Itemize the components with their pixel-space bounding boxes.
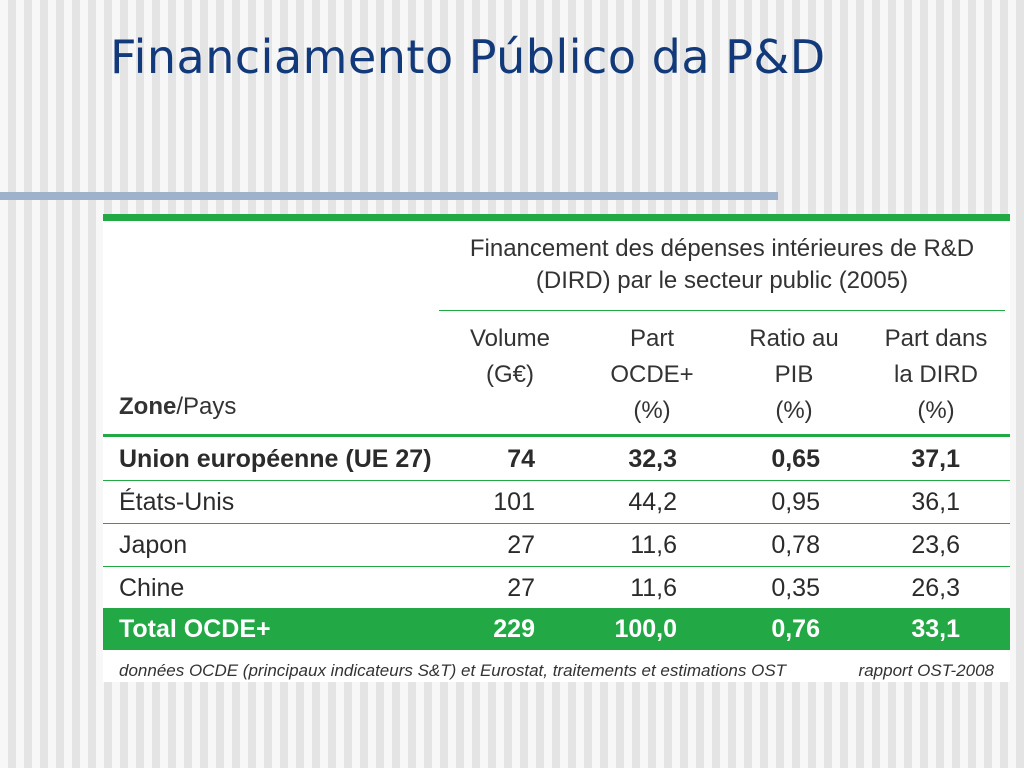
table-row: États-Unis 101 44,2 0,95 36,1 (103, 481, 1010, 523)
col-header-part-dird-line-2: la DIRD (893, 361, 978, 388)
cell-ratio-pib: 0,76 (771, 615, 820, 643)
row-label: Union européenne (UE 27) (119, 445, 432, 473)
row-divider (103, 480, 1010, 481)
col-header-part-ocde-line-1: Part (629, 325, 674, 352)
dird-table: Financement des dépenses intérieures de … (103, 214, 1010, 682)
col-header-ratio-pib-line-1: Ratio au (749, 325, 839, 352)
cell-ratio-pib: 0,78 (771, 531, 820, 559)
col-header-ratio-pib-line-3: (%) (775, 397, 813, 424)
cell-part-ocde: 11,6 (630, 531, 677, 559)
cell-part-ocde: 32,3 (628, 445, 677, 473)
col-header-volume-line-2: (G€) (486, 361, 534, 388)
report-note: rapport OST-2008 (858, 661, 994, 680)
cell-part-dird: 36,1 (911, 488, 960, 516)
col-header-ratio-pib-line-2: PIB (774, 361, 814, 388)
cell-part-dird: 23,6 (911, 531, 960, 559)
source-note: données OCDE (principaux indicateurs S&T… (119, 661, 787, 680)
table-row: Chine 27 11,6 0,35 26,3 (103, 567, 1010, 609)
cell-ratio-pib: 0,35 (771, 574, 820, 602)
group-header: Financement des dépenses intérieures de … (439, 233, 1005, 297)
cell-volume: 27 (507, 531, 535, 559)
row-divider (103, 566, 1010, 567)
zone-header-rest: /Pays (176, 393, 237, 420)
cell-ratio-pib: 0,65 (771, 445, 820, 473)
cell-part-dird: 26,3 (911, 574, 960, 602)
cell-ratio-pib: 0,95 (771, 488, 820, 516)
table-row: Union européenne (UE 27) 74 32,3 0,65 37… (103, 438, 1010, 480)
slide-title: Financiamento Público da P&D (110, 30, 826, 84)
col-header-part-ocde-line-3: (%) (633, 397, 671, 424)
col-header-part-dird-line-1: Part dans (884, 325, 988, 352)
cell-volume: 101 (493, 488, 535, 516)
row-divider (103, 523, 1010, 524)
col-header-part-dird: Part dans la DIRD (%) (865, 321, 1007, 429)
zone-header-bold: Zone (119, 393, 177, 420)
cell-part-dird: 33,1 (911, 615, 960, 643)
table-row-total: Total OCDE+ 229 100,0 0,76 33,1 (103, 608, 1010, 650)
col-header-ratio-pib: Ratio au PIB (%) (723, 321, 865, 429)
cell-volume: 229 (493, 615, 535, 643)
col-header-part-ocde: Part OCDE+ (%) (581, 321, 723, 429)
row-label: Japon (119, 531, 188, 559)
table-row: Japon 27 11,6 0,78 23,6 (103, 524, 1010, 566)
cell-part-ocde: 44,2 (628, 488, 677, 516)
cell-part-dird: 37,1 (911, 445, 960, 473)
header-divider (103, 434, 1010, 437)
col-header-part-ocde-line-2: OCDE+ (610, 361, 694, 388)
cell-volume: 74 (507, 445, 535, 473)
col-header-volume-line-1: Volume (469, 325, 551, 352)
row-label: Chine (119, 574, 185, 602)
title-underline (0, 192, 778, 200)
row-label: Total OCDE+ (119, 615, 271, 643)
zone-header: Zone/Pays (119, 393, 236, 421)
cell-part-ocde: 100,0 (614, 615, 677, 643)
group-header-line-1: Financement des dépenses intérieures de … (469, 235, 975, 262)
row-label: États-Unis (119, 488, 235, 516)
group-header-divider (439, 310, 1005, 311)
col-header-part-dird-line-3: (%) (917, 397, 955, 424)
cell-volume: 27 (507, 574, 535, 602)
group-header-line-2: (DIRD) par le secteur public (2005) (535, 267, 909, 294)
cell-part-ocde: 11,6 (630, 574, 677, 602)
col-header-volume: Volume (G€) (439, 321, 581, 393)
